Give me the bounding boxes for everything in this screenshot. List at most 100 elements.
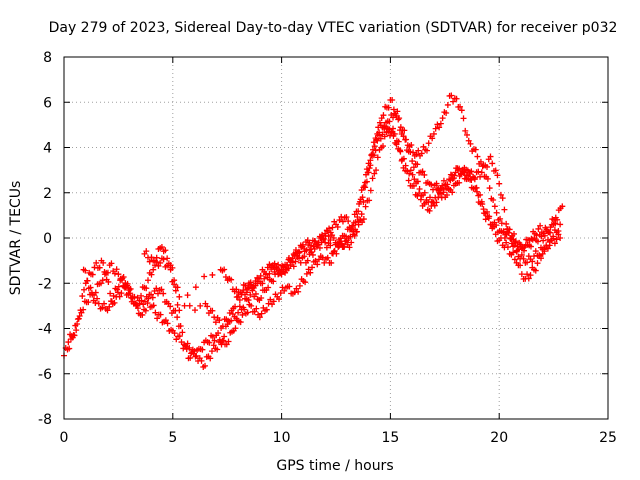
data-point-track-b <box>429 135 436 142</box>
data-point-track-d <box>421 171 428 178</box>
data-point-track-c <box>144 277 151 284</box>
data-point-track-a <box>179 329 186 336</box>
data-point-track-a <box>323 244 330 251</box>
data-point-track-d <box>322 230 329 237</box>
data-point-track-d <box>551 240 558 247</box>
data-point-track-b <box>110 292 117 299</box>
data-point-track-b <box>307 269 314 276</box>
data-point-track-b <box>497 215 504 222</box>
data-point-track-c <box>138 292 145 299</box>
data-point-track-b <box>432 125 439 132</box>
data-point-track-b <box>209 333 216 340</box>
data-point-track-c <box>500 229 507 236</box>
data-point-track-d <box>209 271 216 278</box>
data-point-track-d <box>235 293 242 300</box>
data-point-track-a <box>174 314 181 321</box>
data-point-track-b <box>171 330 178 337</box>
data-point-track-c <box>505 229 512 236</box>
data-point-track-d <box>148 254 155 261</box>
data-point-track-a <box>426 207 433 214</box>
data-point-track-a <box>496 180 503 187</box>
data-point-track-b <box>295 288 302 295</box>
data-point-track-c <box>345 218 352 225</box>
data-point-track-c <box>136 297 143 304</box>
data-point-track-d <box>395 116 402 123</box>
data-point-track-b <box>216 336 223 343</box>
data-point-track-d <box>384 125 391 132</box>
data-point-track-d <box>308 242 315 249</box>
data-point-track-c <box>209 307 216 314</box>
data-point-track-d <box>243 289 250 296</box>
data-point-track-c <box>427 194 434 201</box>
data-point-track-a <box>261 275 268 282</box>
data-point-track-d <box>311 237 318 244</box>
y-tick-label: -2 <box>38 276 52 292</box>
data-point-track-d <box>327 236 334 243</box>
data-point-track-c <box>366 197 373 204</box>
data-point-track-b <box>425 140 432 147</box>
data-point-track-c <box>97 280 104 287</box>
data-point-track-b <box>265 300 272 307</box>
data-point-track-d <box>271 260 278 267</box>
data-point-track-d <box>363 178 370 185</box>
data-point-track-c <box>451 172 458 179</box>
data-point-track-c <box>232 303 239 310</box>
data-point-track-b <box>450 98 457 105</box>
data-point-track-c <box>191 307 198 314</box>
data-point-track-b <box>263 306 270 313</box>
data-point-track-c <box>374 154 381 161</box>
data-point-track-a <box>208 348 215 355</box>
data-point-track-b <box>458 107 465 114</box>
data-point-track-b <box>535 225 542 232</box>
data-point-track-d <box>555 231 562 238</box>
data-point-track-a <box>309 251 316 258</box>
data-point-track-b <box>70 331 77 338</box>
data-point-track-c <box>160 256 167 263</box>
data-point-track-c <box>534 238 541 245</box>
data-point-track-d <box>320 236 327 243</box>
data-point-track-b <box>199 346 206 353</box>
data-point-track-d <box>346 244 353 251</box>
data-point-track-d <box>240 287 247 294</box>
data-point-track-b <box>477 158 484 165</box>
data-point-track-a <box>484 163 491 170</box>
data-point-track-c <box>432 194 439 201</box>
data-point-track-b <box>215 330 222 337</box>
data-point-track-c <box>512 239 519 246</box>
data-point-track-b <box>93 259 100 266</box>
data-point-track-d <box>407 149 414 156</box>
data-point-track-d <box>143 248 150 255</box>
data-point-track-c <box>541 232 548 239</box>
data-point-track-a <box>92 299 99 306</box>
data-point-track-b <box>178 339 185 346</box>
data-point-track-d <box>255 278 262 285</box>
data-point-track-c <box>430 199 437 206</box>
data-point-track-b <box>192 353 199 360</box>
x-tick-label: 25 <box>599 430 617 446</box>
data-point-track-b <box>324 254 331 261</box>
data-point-track-d <box>414 161 421 168</box>
data-point-track-b <box>303 270 310 277</box>
data-points <box>61 92 566 370</box>
data-point-track-d <box>525 275 532 282</box>
data-point-track-d <box>386 118 393 125</box>
data-point-track-b <box>537 222 544 229</box>
data-point-track-b <box>321 259 328 266</box>
data-point-track-c <box>540 237 547 244</box>
data-point-track-b <box>448 92 455 99</box>
data-point-track-a <box>529 258 536 265</box>
data-point-track-d <box>358 211 365 218</box>
data-point-track-d <box>351 232 358 239</box>
data-point-track-c <box>186 302 193 309</box>
data-point-track-b <box>373 136 380 143</box>
data-point-track-c <box>174 301 181 308</box>
data-point-track-b <box>105 278 112 285</box>
data-point-track-c <box>308 249 315 256</box>
data-point-track-b <box>89 271 96 278</box>
data-point-track-c <box>176 307 183 314</box>
data-point-track-c <box>362 203 369 210</box>
data-point-track-c <box>265 284 272 291</box>
data-point-track-b <box>309 264 316 271</box>
data-point-track-c <box>84 277 91 284</box>
